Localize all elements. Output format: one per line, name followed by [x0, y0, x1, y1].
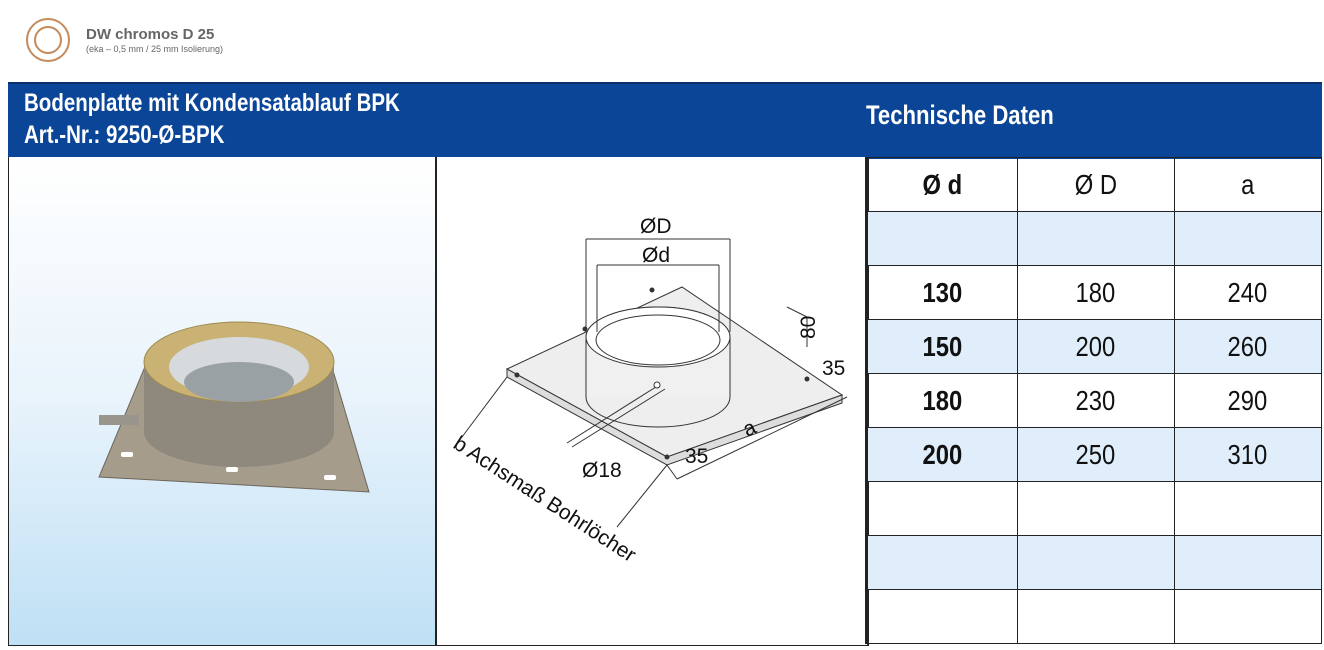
- title-line-1: Bodenplatte mit Kondensatablauf BPK: [24, 89, 400, 117]
- label-bolt-spacing: b Achsmaß Bohrlöcher: [449, 432, 640, 567]
- label-inner-diameter: Ød: [642, 244, 670, 267]
- table-row: [865, 535, 1322, 590]
- table-cell: [865, 481, 1018, 536]
- header-cell: Ø d: [865, 157, 1018, 212]
- label-offset-right: 35: [822, 357, 845, 380]
- table-cell: 290: [1173, 373, 1322, 428]
- rings-logo-icon: [26, 18, 70, 62]
- table-row: [865, 481, 1322, 536]
- table-row: [865, 211, 1322, 266]
- article-number: Art.-Nr.: 9250-Ø-BPK: [24, 121, 225, 149]
- table-cell: [1173, 589, 1322, 644]
- base-plate-image: [98, 321, 370, 493]
- header-cell: Ø D: [1016, 157, 1175, 212]
- table-cell: [1016, 535, 1175, 590]
- brand-subtitle: (eka – 0,5 mm / 25 mm Isolierung): [86, 44, 224, 54]
- tech-data-title: Technische Daten: [866, 100, 1054, 130]
- table-cell: 240: [1173, 265, 1322, 320]
- label-height: 80: [797, 316, 820, 339]
- table-cell: [865, 535, 1018, 590]
- table-row: 130 180 240: [865, 265, 1322, 320]
- table-cell: 250: [1016, 427, 1175, 482]
- brand-name: DW chromos D 25: [86, 26, 215, 43]
- table-row: 180 230 290: [865, 373, 1322, 428]
- brand-logo: [24, 16, 74, 66]
- table-cell: [1173, 211, 1322, 266]
- label-outer-diameter: ØD: [640, 215, 672, 238]
- table-row: 150 200 260: [865, 319, 1322, 374]
- table-cell: 200: [1016, 319, 1175, 374]
- product-title: Bodenplatte mit Kondensatablauf BPK Art.…: [24, 87, 400, 151]
- table-header-row: Ø d Ø D a: [865, 157, 1322, 212]
- table-cell: [1173, 535, 1322, 590]
- table-cell: 150: [865, 319, 1018, 374]
- table-row: 200 250 310: [865, 427, 1322, 482]
- header-bar: [8, 82, 1322, 159]
- table-cell: [1016, 481, 1175, 536]
- table-cell: [1016, 589, 1175, 644]
- table-cell: 200: [865, 427, 1018, 482]
- technical-drawing: ØD Ød 80 35 a 35 Ø18 b Achsmaß Bohrlöche…: [435, 157, 869, 646]
- table-cell: [1016, 211, 1175, 266]
- tech-data-table: Ø d Ø D a 130 180 240 150 200 260 180 230 290 200…: [865, 157, 1322, 644]
- header-cell: a: [1173, 157, 1322, 212]
- label-offset-front: 35: [685, 445, 708, 468]
- product-photo: [8, 157, 436, 646]
- table-cell: 180: [865, 373, 1018, 428]
- table-row: [865, 589, 1322, 644]
- table-cell: [865, 211, 1018, 266]
- table-cell: 230: [1016, 373, 1175, 428]
- table-cell: 130: [865, 265, 1018, 320]
- label-drain-diameter: Ø18: [582, 459, 622, 482]
- table-cell: 310: [1173, 427, 1322, 482]
- table-cell: 180: [1016, 265, 1175, 320]
- table-cell: 260: [1173, 319, 1322, 374]
- table-cell: [865, 589, 1018, 644]
- table-cell: [1173, 481, 1322, 536]
